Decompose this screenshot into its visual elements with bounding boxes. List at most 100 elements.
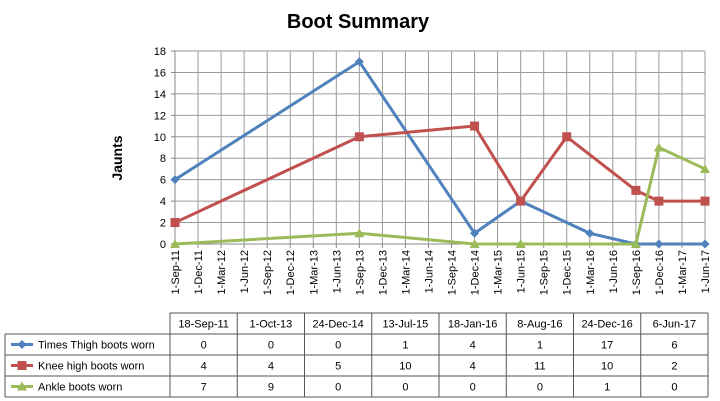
table-column-header: 1-Oct-13 bbox=[249, 319, 292, 331]
point-marker bbox=[354, 132, 364, 142]
x-tick-label: 1-Dec-13 bbox=[377, 250, 389, 295]
table-row-label: Ankle boots worn bbox=[38, 382, 122, 394]
table-column-header: 24-Dec-16 bbox=[581, 319, 632, 331]
y-axis-label: Jaunts bbox=[109, 135, 125, 180]
table-cell: 5 bbox=[335, 361, 341, 373]
x-tick-label: 1-Mar-13 bbox=[308, 250, 320, 295]
point-marker bbox=[654, 196, 664, 206]
y-tick-label: 6 bbox=[160, 175, 166, 187]
y-tick-label: 12 bbox=[154, 110, 166, 122]
point-marker bbox=[516, 196, 526, 206]
x-tick-label: 1-Jun-13 bbox=[331, 250, 343, 293]
point-marker bbox=[654, 239, 664, 249]
table-cell: 0 bbox=[335, 382, 341, 394]
x-tick-label: 1-Jun-17 bbox=[700, 250, 712, 293]
x-tick-label: 1-Sep-11 bbox=[170, 250, 182, 294]
point-marker bbox=[515, 239, 526, 248]
x-tick-label: 1-Mar-16 bbox=[585, 250, 597, 295]
legend-key bbox=[11, 340, 33, 349]
point-marker bbox=[354, 57, 364, 67]
point-marker bbox=[170, 239, 180, 248]
table-cell: 1 bbox=[402, 340, 408, 352]
point-marker bbox=[17, 381, 27, 391]
table-cell: 4 bbox=[201, 361, 207, 373]
point-marker bbox=[470, 228, 480, 238]
table-cell: 11 bbox=[534, 361, 545, 373]
x-tick-label: 1-Dec-12 bbox=[285, 250, 297, 295]
x-tick-label: 1-Dec-14 bbox=[470, 250, 482, 295]
table-cell: 0 bbox=[537, 382, 543, 394]
point-marker bbox=[17, 340, 27, 349]
table-cell: 4 bbox=[268, 361, 274, 373]
x-tick-label: 1-Mar-14 bbox=[400, 250, 412, 295]
x-tick-label: 1-Sep-14 bbox=[447, 250, 459, 295]
table-cell: 4 bbox=[470, 340, 476, 352]
table-cell: 0 bbox=[671, 382, 677, 394]
point-marker bbox=[470, 121, 480, 131]
series-square bbox=[170, 121, 710, 228]
y-tick-label: 10 bbox=[154, 132, 166, 144]
table-cell: 1 bbox=[604, 382, 610, 394]
table-column-header: 18-Jan-16 bbox=[448, 319, 498, 331]
x-tick-label: 1-Dec-16 bbox=[654, 250, 666, 295]
legend-key bbox=[11, 381, 33, 391]
x-tick-label: 1-Mar-15 bbox=[493, 250, 505, 295]
point-marker bbox=[562, 132, 572, 142]
y-tick-label: 14 bbox=[154, 89, 166, 101]
x-tick-label: 1-Jun-12 bbox=[239, 250, 251, 293]
x-tick-label: 1-Sep-12 bbox=[262, 250, 274, 295]
point-marker bbox=[700, 196, 710, 206]
x-tick-label: 1-Mar-12 bbox=[216, 250, 228, 295]
x-tick-label: 1-Dec-11 bbox=[193, 250, 205, 294]
table-cell: 10 bbox=[601, 361, 613, 373]
table-cell: 0 bbox=[268, 340, 274, 352]
series-line bbox=[174, 124, 705, 224]
point-marker bbox=[631, 185, 641, 195]
table-cell: 4 bbox=[470, 361, 476, 373]
series-triangle bbox=[170, 142, 710, 248]
table-cell: 7 bbox=[201, 382, 207, 394]
x-tick-label: 1-Sep-16 bbox=[631, 250, 643, 295]
series-diamond bbox=[170, 57, 710, 249]
series-line bbox=[174, 60, 705, 246]
y-tick-label: 18 bbox=[154, 46, 166, 58]
y-tick-label: 16 bbox=[154, 67, 166, 79]
table-cell: 9 bbox=[268, 382, 274, 394]
table-row-label: Times Thigh boots worn bbox=[38, 340, 155, 352]
point-marker bbox=[17, 361, 27, 370]
series-line bbox=[174, 146, 706, 246]
x-tick-label: 1-Sep-15 bbox=[539, 250, 551, 295]
chart-title: Boot Summary bbox=[287, 11, 430, 33]
table-column-header: 24-Dec-14 bbox=[312, 319, 363, 331]
y-tick-label: 2 bbox=[160, 218, 166, 230]
point-marker bbox=[469, 239, 480, 248]
point-marker bbox=[170, 175, 180, 185]
table-cell: 2 bbox=[671, 361, 677, 373]
x-tick-label: 1-Jun-15 bbox=[516, 250, 528, 293]
y-tick-label: 0 bbox=[160, 239, 166, 251]
x-tick-label: 1-Mar-17 bbox=[677, 250, 689, 295]
legend-key bbox=[11, 361, 33, 370]
x-tick-label: 1-Sep-13 bbox=[354, 250, 366, 295]
point-marker bbox=[585, 228, 595, 238]
table-column-header: 6-Jun-17 bbox=[653, 319, 696, 331]
y-tick-label: 4 bbox=[160, 196, 166, 208]
table-cell: 0 bbox=[335, 340, 341, 352]
table-cell: 17 bbox=[601, 340, 613, 352]
table-column-header: 8-Aug-16 bbox=[517, 319, 562, 331]
point-marker bbox=[354, 228, 365, 238]
table-cell: 0 bbox=[470, 382, 476, 394]
x-tick-label: 1-Jun-16 bbox=[608, 250, 620, 293]
table-cell: 10 bbox=[399, 361, 411, 373]
table-column-header: 13-Jul-15 bbox=[382, 319, 428, 331]
table-cell: 1 bbox=[537, 340, 543, 352]
point-marker bbox=[653, 142, 664, 152]
point-marker bbox=[630, 239, 641, 248]
table-cell: 0 bbox=[201, 340, 207, 352]
table-cell: 0 bbox=[402, 382, 408, 394]
y-tick-label: 8 bbox=[160, 153, 166, 165]
point-marker bbox=[700, 163, 710, 173]
point-marker bbox=[700, 239, 710, 249]
x-tick-label: 1-Jun-14 bbox=[423, 250, 435, 293]
